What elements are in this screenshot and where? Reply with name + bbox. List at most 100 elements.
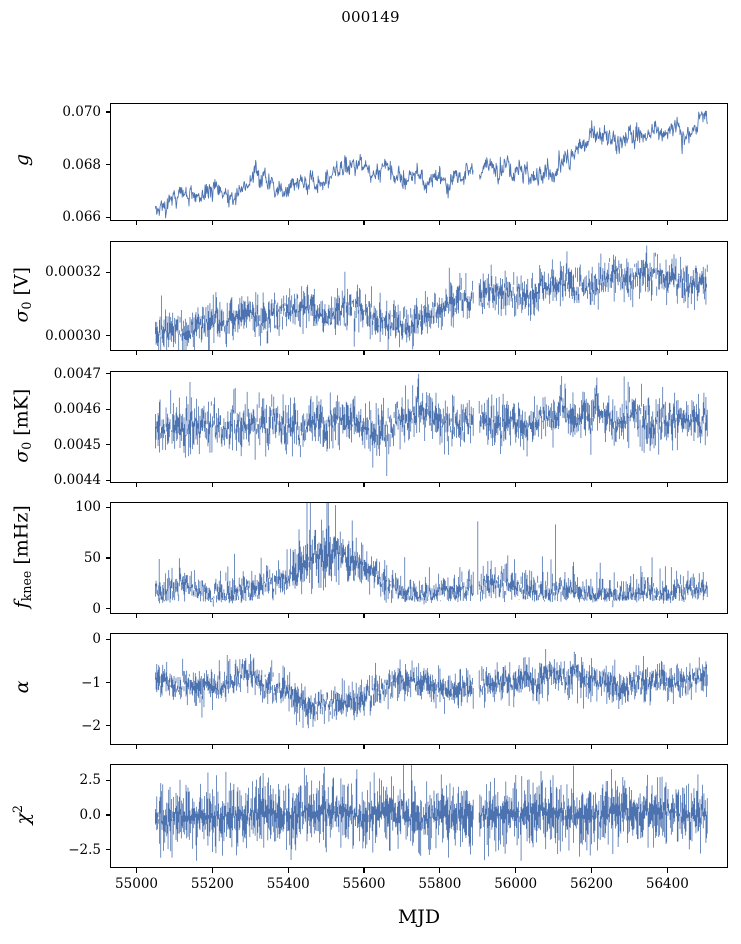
y-axis-label-sigma0-volts: σ0 [V] bbox=[10, 266, 34, 323]
x-tick-mark-sigma0-millikelvin-5 bbox=[515, 483, 517, 487]
y-tick-mark-chi-squared-2 bbox=[106, 849, 110, 851]
x-axis-label: MJD bbox=[397, 906, 441, 928]
x-tick-mark-sigma0-volts-4 bbox=[439, 351, 441, 355]
y-tick-mark-sigma0-millikelvin-3 bbox=[106, 373, 110, 375]
y-tick-mark-f-knee-2 bbox=[106, 506, 110, 508]
plot-panel-gain bbox=[110, 103, 728, 221]
x-tick-mark-chi-squared-2 bbox=[287, 868, 289, 873]
plot-panel-chi-squared bbox=[110, 764, 728, 868]
plot-panel-f-knee bbox=[110, 502, 728, 614]
x-tick-mark-sigma0-millikelvin-4 bbox=[439, 483, 441, 487]
y-tick-label-alpha-0: 0 bbox=[92, 631, 101, 648]
y-tick-label-gain-0: 0.066 bbox=[62, 209, 101, 226]
x-tick-label-0: 55000 bbox=[115, 876, 159, 892]
x-tick-label-4: 55800 bbox=[418, 876, 462, 892]
x-tick-mark-sigma0-millikelvin-0 bbox=[135, 483, 138, 487]
x-tick-mark-alpha-2 bbox=[287, 745, 289, 749]
x-tick-label-7: 56400 bbox=[645, 876, 689, 892]
y-tick-mark-sigma0-millikelvin-1 bbox=[106, 444, 110, 446]
data-trace-f-knee bbox=[155, 503, 708, 608]
y-tick-label-f-knee-1: 50 bbox=[83, 550, 101, 566]
y-tick-label-sigma0-millikelvin-1: 0.0045 bbox=[53, 436, 101, 453]
y-tick-mark-gain-1 bbox=[106, 164, 110, 166]
x-tick-mark-alpha-5 bbox=[515, 745, 517, 749]
plot-panel-sigma0-millikelvin bbox=[110, 371, 728, 483]
y-tick-label-alpha-2: −2 bbox=[81, 717, 101, 734]
x-tick-mark-sigma0-millikelvin-1 bbox=[211, 483, 213, 487]
y-axis-label-sigma0-millikelvin: σ0 [mK] bbox=[10, 388, 34, 463]
x-tick-mark-sigma0-volts-1 bbox=[211, 351, 213, 355]
y-tick-label-sigma0-volts-0: 0.00030 bbox=[45, 327, 101, 344]
x-tick-mark-gain-3 bbox=[363, 221, 365, 225]
y-tick-label-chi-squared-1: 0.0 bbox=[79, 806, 101, 823]
x-tick-mark-f-knee-6 bbox=[590, 614, 593, 618]
y-axis-label-chi-squared: χ2 bbox=[10, 805, 34, 825]
data-trace-sigma0-volts bbox=[155, 245, 708, 350]
y-tick-mark-sigma0-millikelvin-0 bbox=[106, 479, 110, 481]
data-trace-chi-squared bbox=[155, 765, 708, 861]
x-tick-mark-chi-squared-7 bbox=[666, 868, 668, 873]
data-trace-sigma0-millikelvin bbox=[155, 373, 708, 476]
x-tick-mark-gain-7 bbox=[666, 221, 668, 225]
y-tick-label-f-knee-2: 100 bbox=[75, 499, 101, 516]
data-trace-alpha bbox=[155, 649, 708, 729]
x-tick-mark-gain-1 bbox=[211, 221, 213, 225]
y-tick-label-sigma0-millikelvin-2: 0.0046 bbox=[53, 401, 101, 418]
y-tick-label-chi-squared-0: 2.5 bbox=[79, 772, 101, 789]
x-tick-mark-f-knee-4 bbox=[439, 614, 441, 618]
y-tick-mark-chi-squared-1 bbox=[106, 814, 110, 816]
x-tick-mark-chi-squared-4 bbox=[439, 868, 441, 873]
x-tick-mark-sigma0-millikelvin-7 bbox=[666, 483, 668, 487]
y-tick-mark-f-knee-0 bbox=[106, 608, 110, 610]
x-tick-mark-alpha-0 bbox=[135, 745, 138, 749]
y-tick-mark-alpha-1 bbox=[106, 681, 110, 684]
y-tick-label-f-knee-0: 0 bbox=[92, 600, 101, 617]
x-tick-mark-gain-6 bbox=[590, 221, 593, 225]
y-tick-mark-sigma0-volts-1 bbox=[106, 271, 110, 273]
x-tick-mark-alpha-4 bbox=[439, 745, 441, 749]
y-tick-mark-chi-squared-0 bbox=[106, 779, 110, 781]
y-tick-label-sigma0-volts-1: 0.00032 bbox=[45, 264, 101, 281]
x-tick-mark-f-knee-2 bbox=[287, 614, 289, 618]
x-tick-mark-alpha-3 bbox=[363, 745, 365, 749]
x-tick-mark-sigma0-millikelvin-6 bbox=[590, 483, 593, 487]
data-trace-gain bbox=[154, 110, 708, 219]
y-tick-mark-gain-2 bbox=[106, 111, 110, 113]
y-tick-mark-gain-0 bbox=[106, 216, 110, 218]
y-tick-label-gain-1: 0.068 bbox=[62, 156, 101, 173]
x-tick-mark-sigma0-volts-2 bbox=[287, 351, 289, 355]
figure-title: 000149 bbox=[341, 8, 400, 26]
x-tick-mark-chi-squared-1 bbox=[211, 868, 213, 873]
x-tick-mark-gain-2 bbox=[287, 221, 289, 225]
x-tick-mark-chi-squared-0 bbox=[135, 868, 138, 873]
x-tick-mark-sigma0-millikelvin-2 bbox=[287, 483, 289, 487]
plot-panel-alpha bbox=[110, 633, 728, 745]
x-tick-label-6: 56200 bbox=[570, 876, 613, 892]
x-tick-mark-gain-5 bbox=[515, 221, 517, 225]
x-tick-mark-f-knee-1 bbox=[211, 614, 213, 618]
y-tick-label-alpha-1: −1 bbox=[81, 674, 101, 691]
x-tick-label-3: 55600 bbox=[342, 876, 386, 892]
y-tick-label-chi-squared-2: −2.5 bbox=[68, 841, 101, 858]
x-tick-mark-gain-4 bbox=[439, 221, 441, 225]
x-tick-mark-alpha-6 bbox=[590, 745, 593, 749]
y-axis-label-f-knee: fknee [mHz] bbox=[10, 505, 34, 609]
y-tick-label-sigma0-millikelvin-0: 0.0044 bbox=[53, 472, 101, 489]
x-tick-mark-chi-squared-5 bbox=[515, 868, 517, 873]
x-tick-mark-alpha-1 bbox=[211, 745, 213, 749]
x-tick-mark-gain-0 bbox=[135, 221, 138, 225]
x-tick-mark-sigma0-volts-0 bbox=[135, 351, 138, 355]
y-tick-mark-f-knee-1 bbox=[106, 557, 110, 559]
x-tick-mark-f-knee-0 bbox=[135, 614, 138, 618]
x-tick-mark-chi-squared-3 bbox=[363, 868, 365, 873]
y-tick-mark-sigma0-millikelvin-2 bbox=[106, 408, 110, 410]
x-tick-mark-f-knee-3 bbox=[363, 614, 365, 618]
x-tick-mark-chi-squared-6 bbox=[590, 868, 593, 873]
y-tick-mark-alpha-2 bbox=[106, 725, 110, 727]
x-tick-label-2: 55400 bbox=[266, 876, 310, 892]
x-tick-mark-sigma0-volts-6 bbox=[590, 351, 593, 355]
y-tick-mark-alpha-0 bbox=[106, 638, 110, 640]
y-tick-label-gain-2: 0.070 bbox=[62, 103, 101, 120]
x-tick-mark-sigma0-volts-5 bbox=[515, 351, 517, 355]
